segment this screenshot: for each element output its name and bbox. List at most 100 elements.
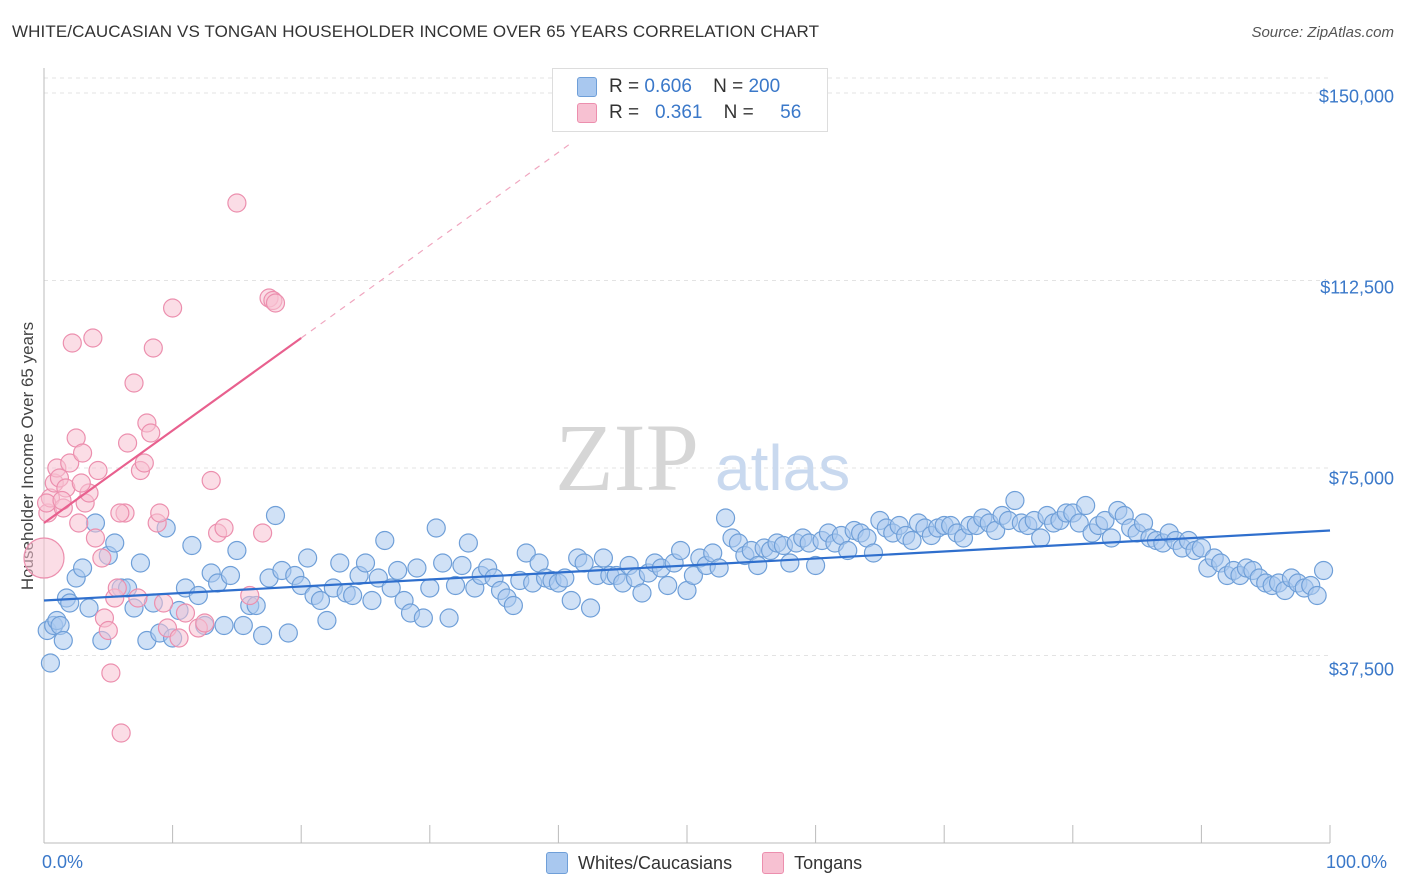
white-point [60, 593, 80, 613]
tongan-point [101, 663, 121, 683]
tongan-point [23, 537, 65, 579]
white-point [658, 575, 678, 596]
trend-lines [43, 142, 1331, 602]
white-point [1307, 585, 1327, 606]
tongan-point [92, 548, 112, 568]
tongan-point [240, 585, 260, 606]
white-point [72, 558, 93, 578]
white-point [381, 578, 401, 598]
tongan-point [110, 503, 130, 523]
legend-row-tongan: R = 0.361 N = 56 [577, 101, 801, 125]
white-point [715, 508, 736, 528]
white-point [709, 558, 729, 578]
white-point [670, 540, 691, 561]
white-point [452, 555, 472, 576]
white-point [632, 583, 652, 603]
white-point [1005, 490, 1025, 511]
tongan-point [214, 518, 234, 538]
y-tick-label: $112,500 [1320, 277, 1394, 298]
white-point [555, 568, 575, 588]
source-label: Source: ZipAtlas.com [1251, 24, 1394, 41]
tongan-points [23, 193, 286, 743]
white-point [105, 533, 125, 553]
white-point [748, 555, 768, 576]
white-point [516, 543, 536, 563]
white-point [388, 560, 408, 581]
white-point [561, 590, 581, 611]
tongan-point [124, 373, 144, 393]
white-trend-line [43, 529, 1331, 602]
white-point [220, 565, 241, 586]
white-point [805, 555, 826, 576]
legend-n-label: N = [723, 102, 754, 123]
tongan-point [169, 628, 189, 648]
white-point [863, 543, 884, 563]
tongan-point [98, 620, 118, 641]
white-point [343, 585, 363, 606]
white-point [265, 505, 286, 526]
white-point [355, 553, 376, 573]
white-point [445, 575, 466, 596]
white-point [278, 623, 298, 643]
tongan-point [150, 503, 170, 523]
watermark-zip: ZIP [555, 404, 699, 511]
white-point [413, 608, 433, 628]
tongan-point [60, 453, 80, 473]
tongan-trend-line [43, 337, 302, 524]
bottom-legend-label-white: Whites/Caucasians [578, 852, 733, 873]
tongan-point [175, 603, 196, 623]
tongan-point [72, 443, 93, 463]
tongan-point [265, 293, 286, 313]
white-point [53, 630, 73, 651]
white-point [593, 548, 614, 568]
y-tick-label: $37,500 [1328, 659, 1394, 680]
white-point [233, 615, 253, 636]
tongan-point [227, 193, 247, 213]
bottom-legend-swatch-tongan [762, 852, 785, 874]
legend-row-white: R = 0.606 N = 200 [577, 75, 780, 99]
white-point [330, 553, 350, 573]
tongan-point [141, 423, 161, 443]
tongan-point [153, 593, 174, 613]
tongan-trend-extension [300, 142, 572, 339]
tongan-point [83, 328, 103, 348]
white-point [426, 518, 446, 538]
x-tick-label: 0.0% [42, 852, 84, 872]
white-point [130, 553, 151, 573]
white-point [838, 540, 858, 561]
white-point [683, 565, 704, 586]
white-point [1069, 513, 1089, 533]
white-point [79, 598, 99, 618]
tongan-point [253, 523, 273, 543]
tongan-point [88, 460, 108, 481]
y-tick-label: $75,000 [1328, 468, 1394, 489]
white-point [780, 553, 800, 573]
tongan-point [201, 470, 221, 491]
tongan-point [195, 613, 215, 633]
white-point [188, 585, 208, 606]
white-point [433, 553, 453, 573]
tongan-point [62, 333, 82, 353]
white-point [458, 533, 478, 553]
legend-r-value: 0.361 [654, 102, 703, 123]
tongan-point [143, 338, 163, 358]
white-point [214, 615, 234, 636]
white-point [439, 608, 459, 628]
legend-swatch-tongan [577, 103, 597, 123]
white-point [1313, 560, 1334, 581]
white-point [1031, 528, 1051, 548]
tongan-point [107, 578, 127, 598]
white-point [182, 535, 202, 556]
x-tick-label: 100.0% [1326, 852, 1388, 872]
white-point [1191, 538, 1212, 558]
tongan-point [117, 433, 138, 453]
legend-r-value: 0.606 [644, 76, 692, 97]
tongan-point [71, 473, 91, 493]
tongan-point [111, 723, 131, 743]
white-point [1076, 495, 1096, 516]
white-point [420, 578, 440, 598]
white-point [298, 548, 318, 568]
white-point [310, 590, 331, 611]
white-point [580, 598, 601, 618]
